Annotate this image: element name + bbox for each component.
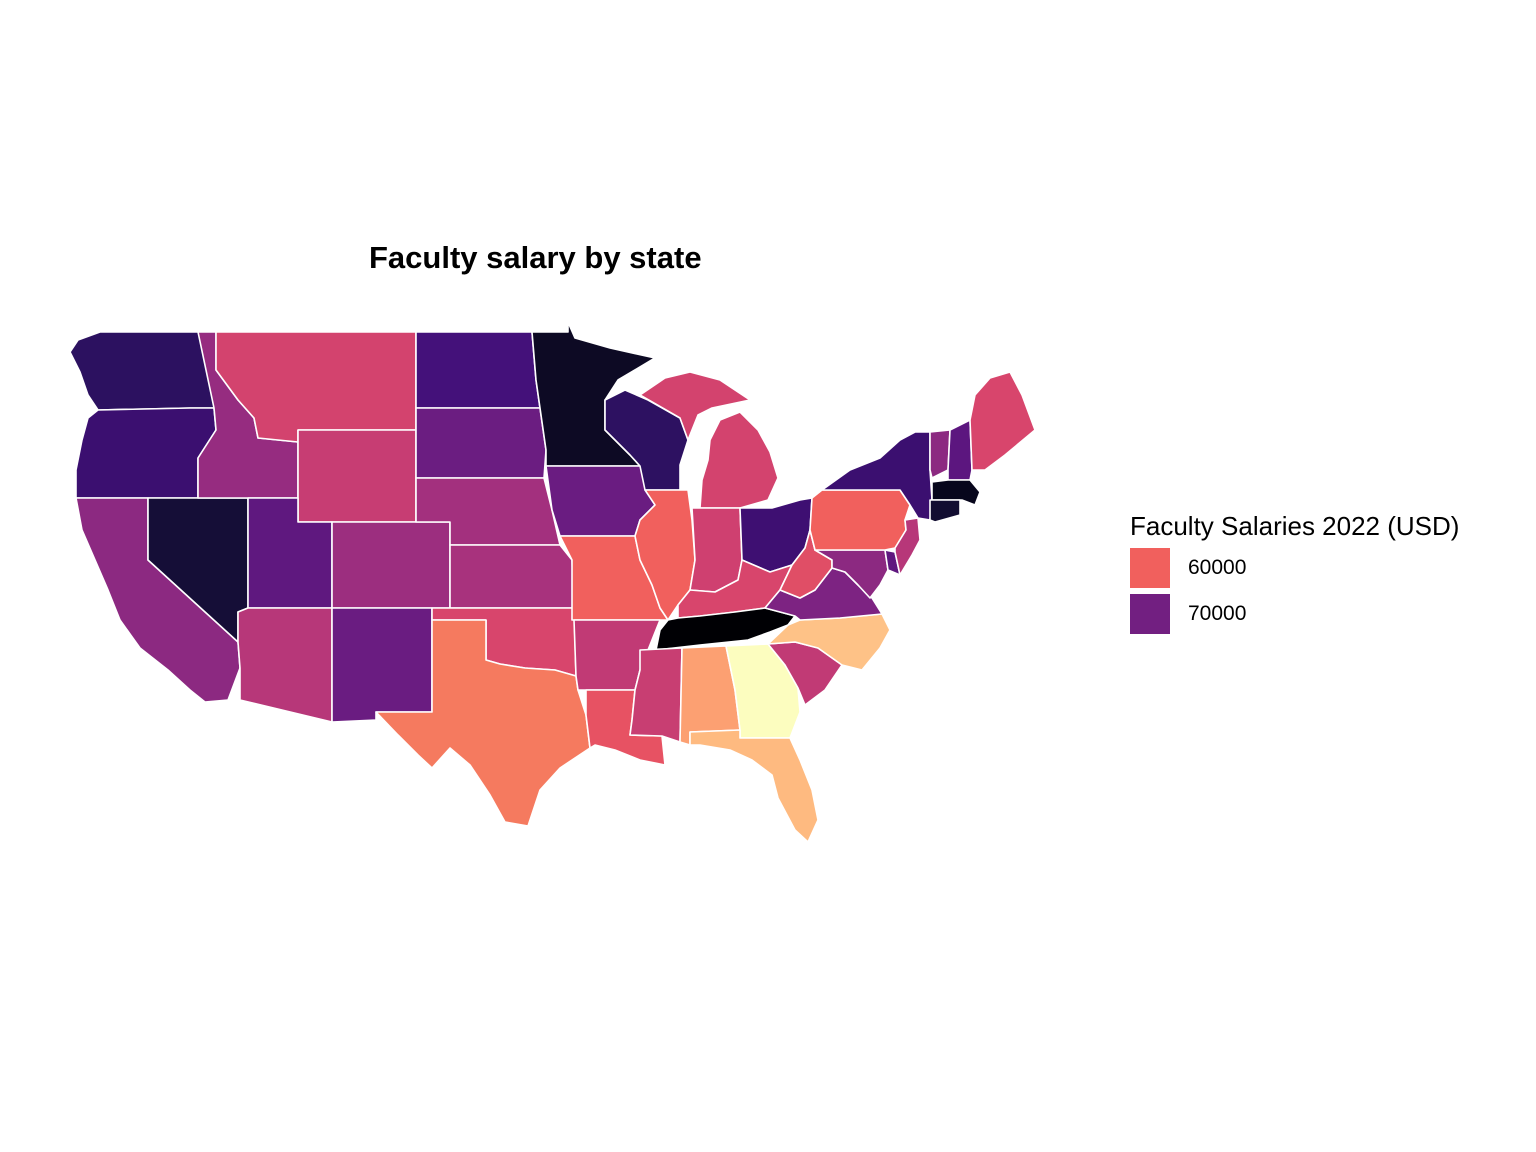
state-ks xyxy=(449,544,575,609)
state-pa xyxy=(809,489,911,551)
legend-label-70000: 70000 xyxy=(1188,602,1247,625)
state-me xyxy=(969,371,1036,471)
legend-swatch-70000 xyxy=(1130,594,1170,634)
legend-swatch-60000 xyxy=(1130,548,1170,588)
state-mi xyxy=(639,371,779,509)
state-in xyxy=(689,507,743,593)
legend: Faculty Salaries 2022 (USD) 60000 70000 xyxy=(1130,511,1459,634)
state-sd xyxy=(415,407,547,479)
state-wi xyxy=(604,389,689,491)
chart-title: Faculty salary by state xyxy=(369,240,702,275)
legend-title: Faculty Salaries 2022 (USD) xyxy=(1130,511,1460,541)
state-az xyxy=(237,607,333,723)
state-nh xyxy=(947,419,973,481)
states-layer xyxy=(69,321,1036,843)
state-tx xyxy=(375,619,591,827)
state-fl xyxy=(689,729,819,843)
state-wy xyxy=(297,429,417,523)
state-nj xyxy=(894,517,921,576)
state-ct xyxy=(929,499,961,523)
state-nm xyxy=(331,607,433,723)
state-co xyxy=(331,521,451,609)
state-vt xyxy=(929,429,951,479)
state-wa xyxy=(69,331,219,411)
state-or xyxy=(75,407,217,499)
state-nd xyxy=(415,331,541,409)
legend-item: 60000 xyxy=(1130,548,1459,588)
legend-item: 70000 xyxy=(1130,594,1459,634)
legend-label-60000: 60000 xyxy=(1188,556,1247,579)
